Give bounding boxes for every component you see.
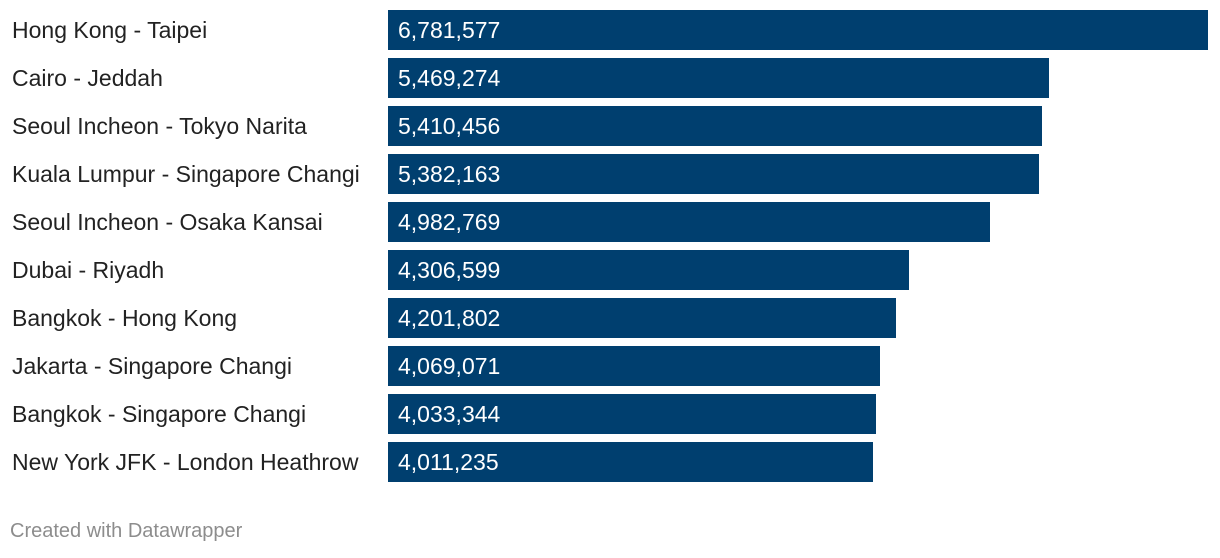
bar-chart: Hong Kong - Taipei 6,781,577 Cairo - Jedda… [0, 10, 1220, 482]
bar-row: Jakarta - Singapore Changi 4,069,071 [0, 346, 1220, 386]
bar-row: New York JFK - London Heathrow 4,011,235 [0, 442, 1220, 482]
category-label: Jakarta - Singapore Changi [12, 353, 292, 379]
value-label: 5,382,163 [398, 161, 501, 187]
bar [388, 202, 990, 242]
value-label: 4,033,344 [398, 401, 501, 427]
bar-row: Bangkok - Hong Kong 4,201,802 [0, 298, 1220, 338]
value-label: 4,069,071 [398, 353, 501, 379]
bar [388, 154, 1039, 194]
datawrapper-credit: Created with Datawrapper [10, 520, 243, 542]
category-label: Bangkok - Hong Kong [12, 305, 238, 331]
bar-row: Kuala Lumpur - Singapore Changi 5,382,163 [0, 154, 1220, 194]
bar [388, 250, 909, 290]
bar [388, 58, 1049, 98]
value-label: 4,201,802 [398, 305, 501, 331]
category-label: Hong Kong - Taipei [12, 17, 208, 43]
category-label: Seoul Incheon - Osaka Kansai [12, 209, 323, 235]
category-label: New York JFK - London Heathrow [12, 449, 359, 475]
value-label: 5,469,274 [398, 65, 501, 91]
value-label: 4,982,769 [398, 209, 501, 235]
bar-row: Cairo - Jeddah 5,469,274 [0, 58, 1220, 98]
bar [388, 394, 876, 434]
bar [388, 106, 1042, 146]
category-label: Seoul Incheon - Tokyo Narita [12, 113, 307, 139]
category-label: Bangkok - Singapore Changi [12, 401, 307, 427]
bar-row: Bangkok - Singapore Changi 4,033,344 [0, 394, 1220, 434]
value-label: 4,011,235 [398, 449, 499, 475]
bar [388, 10, 1208, 50]
bar [388, 442, 873, 482]
bar-row: Seoul Incheon - Osaka Kansai 4,982,769 [0, 202, 1220, 242]
value-label: 4,306,599 [398, 257, 501, 283]
category-label: Cairo - Jeddah [12, 65, 163, 91]
bar-row: Hong Kong - Taipei 6,781,577 [0, 10, 1220, 50]
bar-row: Seoul Incheon - Tokyo Narita 5,410,456 [0, 106, 1220, 146]
bar [388, 346, 880, 386]
value-label: 5,410,456 [398, 113, 501, 139]
value-label: 6,781,577 [398, 17, 501, 43]
bar [388, 298, 896, 338]
category-label: Dubai - Riyadh [12, 257, 165, 283]
bar-row: Dubai - Riyadh 4,306,599 [0, 250, 1220, 290]
category-label: Kuala Lumpur - Singapore Changi [12, 161, 360, 187]
